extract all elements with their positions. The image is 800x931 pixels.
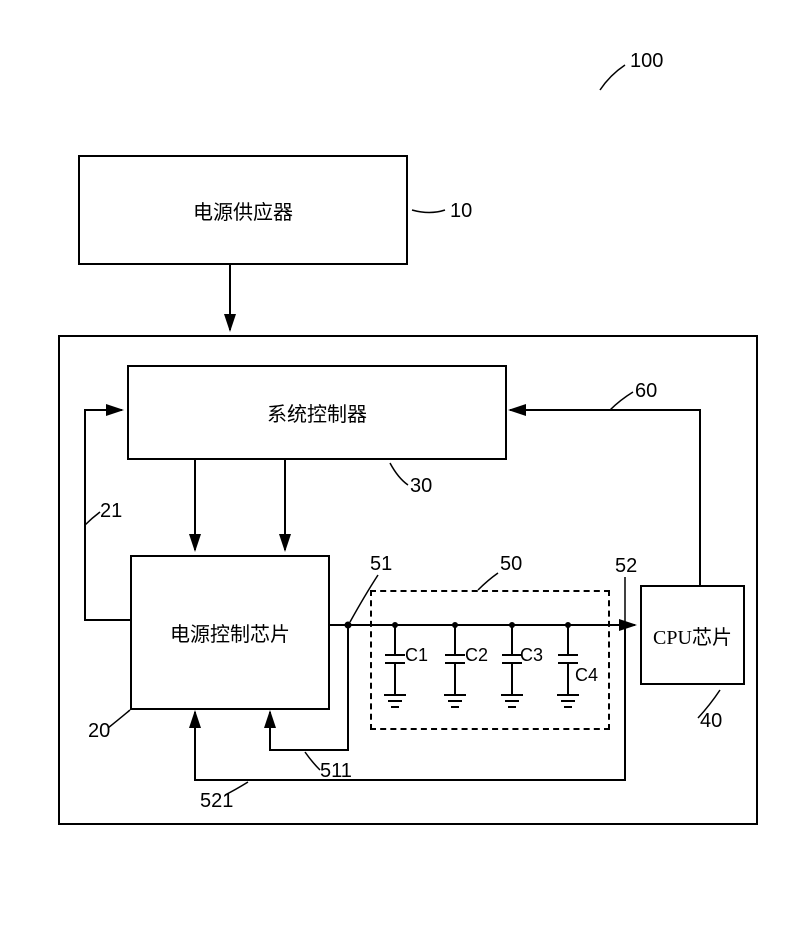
power-control-chip-label: 电源控制芯片 xyxy=(170,618,290,647)
cap-c4-label: C4 xyxy=(575,665,598,686)
system-controller-block: 系统控制器 xyxy=(127,365,507,460)
ref-50: 50 xyxy=(500,553,522,576)
cap-c2-label: C2 xyxy=(465,645,488,666)
ref-20: 20 xyxy=(88,720,110,743)
system-controller-label: 系统控制器 xyxy=(267,398,367,427)
power-supply-label: 电源供应器 xyxy=(193,196,293,225)
cap-c3-label: C3 xyxy=(520,645,543,666)
ref-40: 40 xyxy=(700,710,722,733)
ref-21: 21 xyxy=(100,500,122,523)
power-control-chip-block: 电源控制芯片 xyxy=(130,555,330,710)
cap-c1-label: C1 xyxy=(405,645,428,666)
block-diagram: 电源供应器 系统控制器 电源控制芯片 CPU芯片 100 10 30 20 40… xyxy=(0,0,800,931)
figure-ref-100: 100 xyxy=(630,50,663,73)
cpu-chip-block: CPU芯片 xyxy=(640,585,745,685)
ref-51: 51 xyxy=(370,553,392,576)
ref-52: 52 xyxy=(615,555,637,578)
cpu-chip-label: CPU芯片 xyxy=(653,621,732,650)
ref-511: 511 xyxy=(320,760,352,783)
ref-60: 60 xyxy=(635,380,657,403)
ref-521: 521 xyxy=(200,790,233,813)
power-supply-block: 电源供应器 xyxy=(78,155,408,265)
ref-30: 30 xyxy=(410,475,432,498)
ref-10: 10 xyxy=(450,200,472,223)
